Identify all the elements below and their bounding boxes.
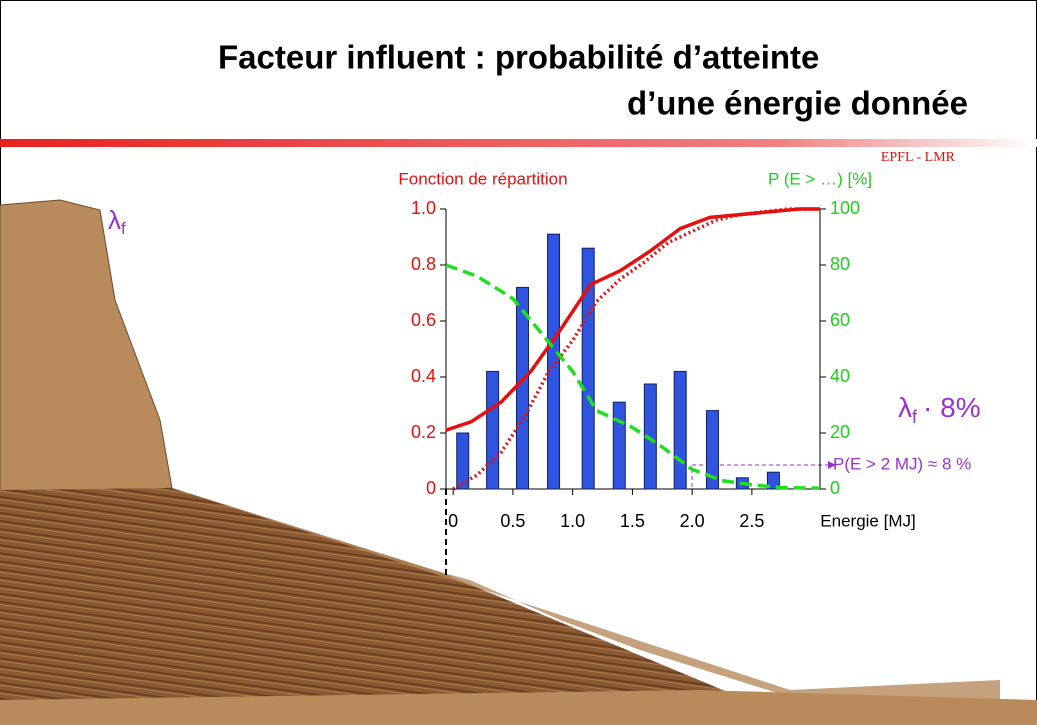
- bar: [613, 402, 625, 489]
- y2-tick-label: 80: [830, 254, 850, 274]
- x-tick-label: 0: [448, 511, 458, 531]
- x-tick-label: 2.0: [680, 511, 705, 531]
- brand: EPFL - LMR: [881, 150, 956, 165]
- y-tick-label: 0.6: [411, 310, 436, 330]
- annotation: P(E > 2 MJ) ≈ 8 %: [833, 454, 971, 473]
- y-axis-label: Fonction de répartition: [398, 169, 567, 188]
- y-tick-label: 0.2: [411, 422, 436, 442]
- slide: Facteur influent : probabilité d’atteint…: [0, 0, 1037, 725]
- x-tick-label: 1.5: [620, 511, 645, 531]
- y-tick-label: 0.8: [411, 254, 436, 274]
- bar: [674, 371, 686, 489]
- x-tick-label: 1.0: [560, 511, 585, 531]
- lambda-formula: λf· 8%: [898, 392, 981, 426]
- bar: [487, 371, 499, 489]
- y-tick-label: 1.0: [411, 198, 436, 218]
- x-axis-label: Energie [MJ]: [820, 511, 915, 530]
- y2-tick-label: 0: [830, 478, 840, 498]
- y2-tick-label: 100: [830, 198, 860, 218]
- y-tick-label: 0: [426, 478, 436, 498]
- title-line: d’une énergie donnée: [627, 85, 968, 122]
- y-tick-label: 0.4: [411, 366, 436, 386]
- y2-axis-label: P (E > …) [%]: [768, 169, 872, 188]
- x-tick-label: 2.5: [739, 511, 764, 531]
- title-line: Facteur influent : probabilité d’atteint…: [218, 39, 819, 76]
- bar: [548, 234, 560, 489]
- y2-tick-label: 60: [830, 310, 850, 330]
- y2-tick-label: 20: [830, 422, 850, 442]
- x-tick-label: 0.5: [500, 511, 525, 531]
- y2-tick-label: 40: [830, 366, 850, 386]
- title-rule: [0, 139, 1037, 147]
